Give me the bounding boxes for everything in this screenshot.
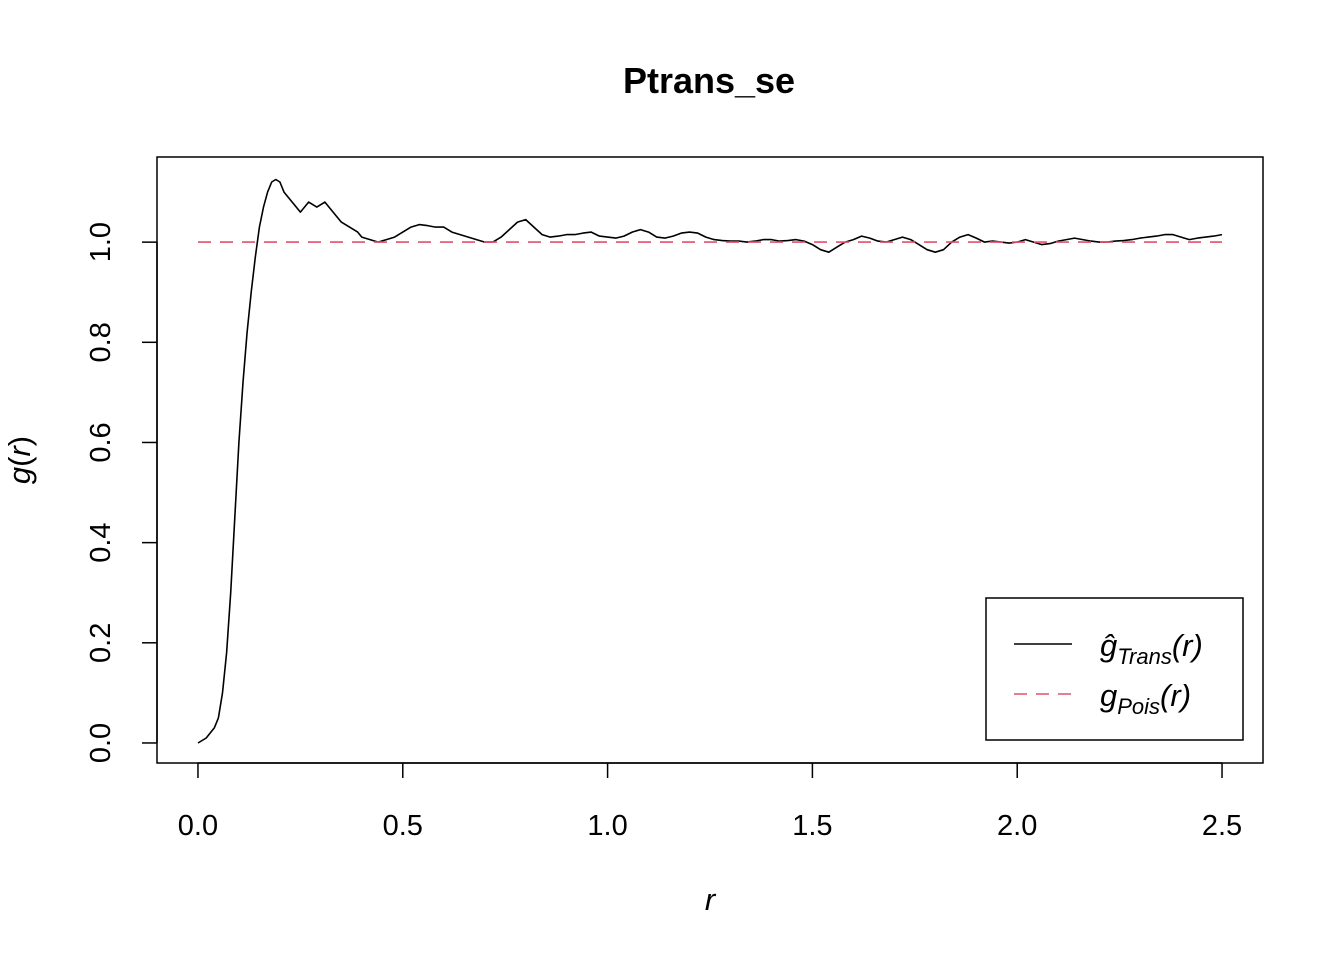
y-tick-label: 1.0 — [85, 222, 117, 262]
y-axis: 0.0 0.2 0.4 0.6 0.8 1.0 — [85, 222, 158, 763]
x-axis-label: r — [705, 882, 717, 917]
legend-label-ghat-trans-sub: Trans — [1117, 644, 1172, 669]
series-layer — [197, 178, 1223, 744]
legend-label-ghat-trans-arg: (r) — [1172, 628, 1203, 663]
y-tick-label: 0.0 — [85, 723, 117, 763]
legend-label-g-pois-arg: (r) — [1160, 678, 1191, 713]
x-tick-label: 2.5 — [1202, 810, 1242, 842]
y-tick-label: 0.2 — [85, 623, 117, 663]
y-axis-label-main: g — [2, 467, 37, 484]
legend-label-ghat-trans: ĝTrans(r) — [1100, 628, 1203, 669]
legend: ĝTrans(r) gPois(r) — [985, 597, 1244, 741]
y-axis-label-open: ( — [2, 456, 37, 467]
y-tick-label: 0.4 — [85, 522, 117, 562]
y-tick-label: 0.8 — [85, 322, 117, 362]
y-axis-label-var: r — [2, 445, 37, 457]
x-tick-label: 1.0 — [587, 810, 627, 842]
series-line-ghat-trans — [197, 178, 1223, 744]
y-axis-label-close: ) — [2, 436, 37, 446]
legend-label-g-pois: gPois(r) — [1100, 678, 1191, 719]
x-tick-label: 0.0 — [178, 810, 218, 842]
y-tick-label: 0.6 — [85, 422, 117, 462]
legend-label-ghat-trans-base: ĝ — [1100, 628, 1117, 663]
chart-title: Ptrans_se — [623, 60, 795, 101]
legend-box — [985, 597, 1244, 741]
legend-label-g-pois-base: g — [1100, 678, 1117, 713]
x-axis: 0.0 0.5 1.0 1.5 2.0 2.5 — [178, 762, 1242, 842]
x-tick-label: 1.5 — [792, 810, 832, 842]
legend-label-g-pois-sub: Pois — [1117, 694, 1160, 719]
x-tick-label: 2.0 — [997, 810, 1037, 842]
y-axis-label: g(r) — [2, 436, 37, 484]
x-tick-label: 0.5 — [383, 810, 423, 842]
